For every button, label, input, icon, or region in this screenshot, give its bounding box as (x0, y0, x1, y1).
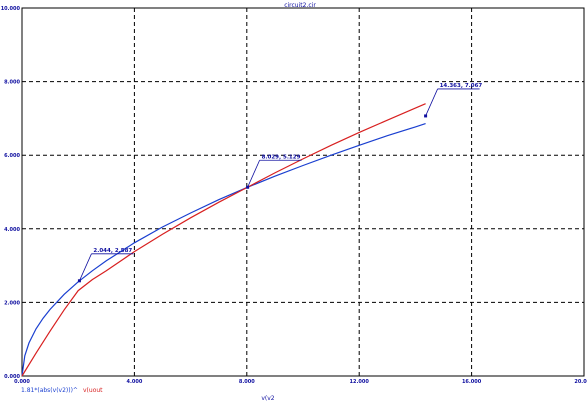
y-tick-label: 6.000 (4, 153, 20, 159)
y-tick-label: 4.000 (4, 227, 20, 233)
annotation-marker (424, 114, 428, 118)
annotation-leader (247, 160, 260, 188)
plot-area (21, 7, 585, 377)
annotations: 2.044, 2.587 8.029, 5.129 14.363, 7.067 (77, 83, 483, 283)
y-tick-label: 10.000 (1, 6, 21, 12)
series-line-2 (21, 103, 426, 377)
y-tick-label: 2.000 (4, 300, 20, 306)
annotation-label: 2.044, 2.587 (93, 248, 132, 254)
annotation-label: 8.029, 5.129 (262, 154, 301, 160)
x-tick-label: 20.000 (574, 379, 587, 385)
chart-title: circuit2.cir (284, 2, 316, 9)
legend-entry-2: v(uout (83, 387, 103, 394)
series-line-1 (21, 123, 426, 377)
gridlines (22, 8, 584, 376)
annotation-leader (79, 253, 92, 281)
annotation-label: 14.363, 7.067 (440, 83, 483, 89)
annotation-marker (246, 185, 250, 189)
annotation-marker (77, 279, 81, 283)
series-lines (21, 103, 426, 377)
x-tick-label: 16.000 (462, 379, 482, 385)
y-tick-labels: 0.000 2.000 4.000 6.000 8.000 10.000 (1, 6, 21, 380)
x-tick-labels: 0.000 4.000 8.000 12.000 16.000 20.000 (14, 379, 587, 385)
legend-entry-1: 1.81*(abs(v(v2)))^ (21, 387, 78, 394)
x-tick-label: 0.000 (14, 379, 30, 385)
annotation-leader (425, 88, 438, 117)
x-tick-label: 4.000 (126, 379, 142, 385)
x-tick-label: 12.000 (350, 379, 370, 385)
y-tick-label: 0.000 (4, 374, 20, 380)
x-axis-label: v(v2 (261, 395, 274, 402)
x-tick-label: 8.000 (239, 379, 255, 385)
y-tick-label: 8.000 (4, 80, 20, 86)
